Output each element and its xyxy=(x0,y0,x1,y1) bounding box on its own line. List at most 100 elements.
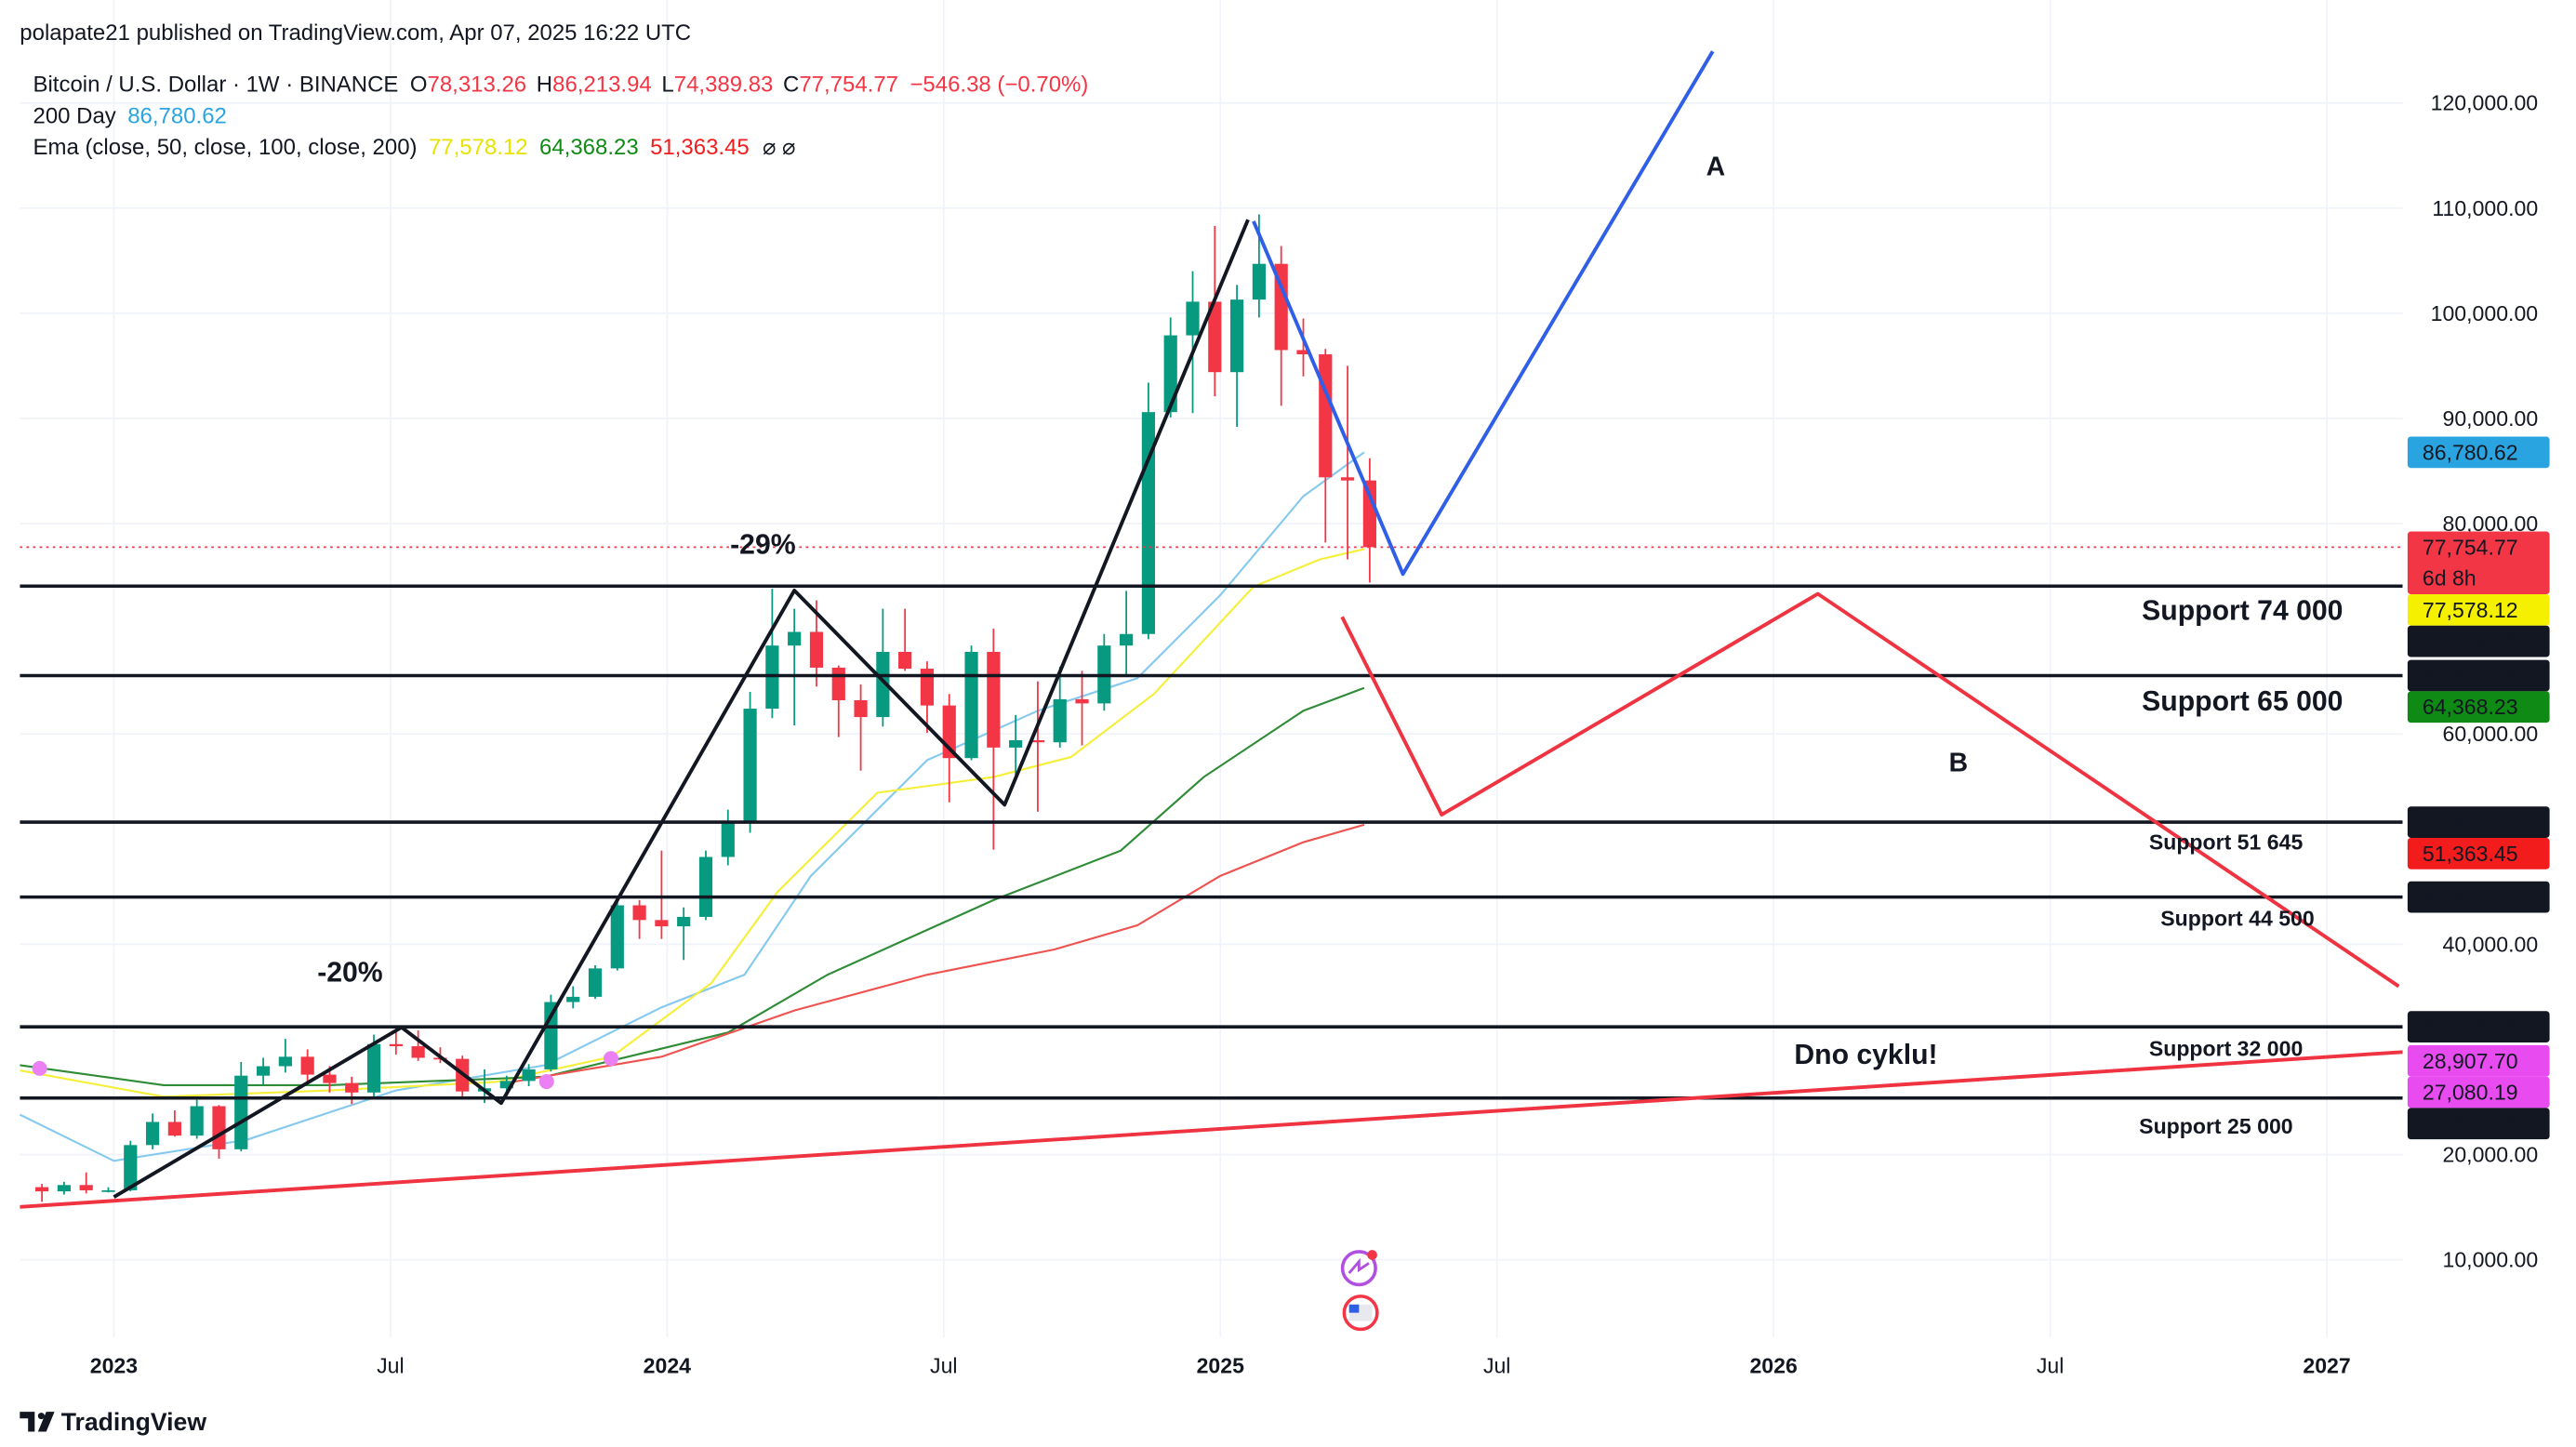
candle-body xyxy=(544,1002,558,1069)
y-tick-label: 100,000.00 xyxy=(2431,301,2539,325)
annotation: Dno cyklu! xyxy=(1794,1040,1937,1070)
candle-body xyxy=(35,1187,49,1192)
drawing-line xyxy=(1340,591,2400,989)
price-tag-label: 51,607.82 xyxy=(2423,810,2518,834)
candle-body xyxy=(256,1066,271,1076)
annotation: -29% xyxy=(730,529,796,560)
annotation: -20% xyxy=(317,957,383,988)
ohlc-key: C xyxy=(783,72,799,97)
candle-body xyxy=(588,968,603,997)
candle-body xyxy=(1252,263,1266,300)
support-label: Support 32 000 xyxy=(2149,1037,2303,1061)
candle-body xyxy=(566,996,580,1002)
candle-body xyxy=(964,651,978,759)
ema-value: 77,578.12 xyxy=(429,135,528,160)
y-tick-label: 20,000.00 xyxy=(2442,1143,2538,1167)
ema-value: 64,368.23 xyxy=(539,135,639,160)
indicator-line xyxy=(20,451,1365,1162)
candle-body xyxy=(655,920,669,927)
candle-body xyxy=(212,1106,226,1149)
candle-body xyxy=(1163,335,1177,413)
candle-body xyxy=(809,631,824,668)
candle-body xyxy=(1030,739,1045,743)
ema-value: 51,363.45 xyxy=(650,135,750,160)
ema-name: Ema (close, 50, close, 100, close, 200) xyxy=(33,135,418,160)
price-tag-label: 65,542.25 xyxy=(2423,664,2518,688)
support-label: Support 44 500 xyxy=(2160,906,2314,930)
candle-body xyxy=(920,669,935,706)
ohlc-value: 78,313.26 xyxy=(428,72,527,97)
price-tag-label: 32,145.55 xyxy=(2423,1015,2518,1039)
y-tick-label: 40,000.00 xyxy=(2442,932,2538,956)
price-tag-label: 74,051.88 xyxy=(2423,630,2518,654)
brand-logo xyxy=(20,1412,55,1432)
price-tag-label: 27,080.19 xyxy=(2423,1081,2518,1105)
candle-body xyxy=(610,905,624,969)
ohlc-value: 77,754.77 xyxy=(799,72,898,97)
y-tick-label: 120,000.00 xyxy=(2431,91,2539,115)
plot xyxy=(20,50,2403,1209)
support-label: Support 74 000 xyxy=(2142,595,2343,626)
candle-body xyxy=(1208,301,1222,373)
candle-body xyxy=(1053,698,1067,743)
candle-body xyxy=(124,1145,138,1190)
price-tag-label: 86,780.62 xyxy=(2423,440,2518,464)
y-tick-label: 60,000.00 xyxy=(2442,722,2538,746)
ohlc-key: L xyxy=(661,72,673,97)
candle-body xyxy=(1009,739,1023,748)
x-tick-label: Jul xyxy=(930,1353,958,1377)
x-tick-label: 2023 xyxy=(90,1353,138,1377)
candle-body xyxy=(1319,353,1333,478)
ohlc-value: 86,213.94 xyxy=(552,72,652,97)
candle-body xyxy=(1120,633,1134,646)
price-tag-label: 28,907.70 xyxy=(2423,1049,2518,1073)
price-tag-label: 64,368.23 xyxy=(2423,695,2518,719)
price-tag-label: 77,578.12 xyxy=(2423,598,2518,622)
price-tag xyxy=(2407,531,2550,595)
candle-body xyxy=(499,1081,513,1089)
candle-body xyxy=(788,631,802,646)
signal-dot xyxy=(32,1060,47,1076)
candle-body xyxy=(1274,263,1288,351)
price-tag-label: 44,483.42 xyxy=(2423,885,2518,909)
candle-body xyxy=(1340,477,1355,481)
ma-name: 200 Day xyxy=(33,103,116,128)
price-tag xyxy=(2407,837,2550,870)
candle-body xyxy=(1186,301,1200,336)
candle-body xyxy=(677,916,691,927)
footer: TradingView xyxy=(20,1408,206,1436)
legend-ma-line: 200 Day 86,780.62 xyxy=(33,103,227,128)
byline: polapate21 published on TradingView.com,… xyxy=(20,20,691,46)
candle-body xyxy=(366,1043,381,1093)
candle-body xyxy=(79,1185,93,1190)
signal-dot xyxy=(603,1051,618,1067)
price-tag xyxy=(2407,1076,2550,1108)
change: −546.38 (−0.70%) xyxy=(910,72,1088,97)
price-tag-countdown: 6d 8h xyxy=(2423,565,2476,590)
candle-body xyxy=(1229,299,1244,373)
price-tag xyxy=(2407,1108,2550,1140)
candle-body xyxy=(898,651,912,670)
price-tag-label: 51,363.45 xyxy=(2423,842,2518,866)
candle-body xyxy=(323,1074,337,1083)
support-label: Support 65 000 xyxy=(2142,686,2343,717)
brand: TradingView xyxy=(61,1408,207,1436)
candle-body xyxy=(987,651,1001,748)
drawing-line xyxy=(113,219,1250,1199)
y-tick-label: 10,000.00 xyxy=(2442,1248,2538,1272)
legend-ema-line: Ema (close, 50, close, 100, close, 200) 7… xyxy=(33,135,796,160)
price-tag xyxy=(2407,1044,2550,1077)
x-tick-label: 2026 xyxy=(1749,1353,1797,1377)
candle-body xyxy=(145,1122,160,1146)
candle-body xyxy=(345,1082,359,1093)
candle-body xyxy=(1296,350,1310,354)
x-tick-label: 2025 xyxy=(1197,1353,1245,1377)
price-tag xyxy=(2407,625,2550,657)
candle-body xyxy=(876,651,890,718)
candle-body xyxy=(831,667,845,701)
brand-logo-dot xyxy=(37,1413,45,1420)
price-tag xyxy=(2407,691,2550,724)
ideas-icon-glyph xyxy=(1348,1257,1370,1274)
price-tag xyxy=(2407,436,2550,469)
